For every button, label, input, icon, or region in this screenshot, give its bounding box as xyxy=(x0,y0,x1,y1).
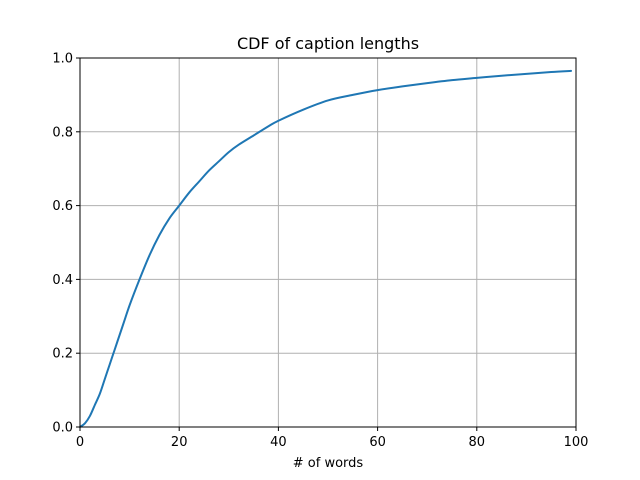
y-tick-label: 0.2 xyxy=(52,347,73,362)
x-tick-label: 40 xyxy=(270,435,287,450)
y-tick-label: 0.4 xyxy=(52,273,73,288)
x-tick-label: 60 xyxy=(369,435,386,450)
chart-title: CDF of caption lengths xyxy=(237,34,419,53)
grid-lines xyxy=(79,57,577,428)
y-tick-label: 0.6 xyxy=(52,199,73,214)
plot-frame xyxy=(79,57,577,428)
x-tick-label: 80 xyxy=(469,435,486,450)
x-axis-label: # of words xyxy=(293,456,364,471)
axis-ticks: 0 20 40 60 80 100 0.0 0.2 0.4 0.6 0.8 1.0 xyxy=(52,52,588,451)
y-tick-label: 1.0 xyxy=(52,52,73,67)
y-tick-label: 0.8 xyxy=(52,125,73,140)
y-tick-label: 0.0 xyxy=(52,421,73,436)
x-tick-label: 0 xyxy=(76,435,84,450)
x-tick-label: 100 xyxy=(564,435,589,450)
cdf-series-line xyxy=(79,69,573,428)
series-layer xyxy=(79,69,573,428)
x-tick-label: 20 xyxy=(171,435,188,450)
